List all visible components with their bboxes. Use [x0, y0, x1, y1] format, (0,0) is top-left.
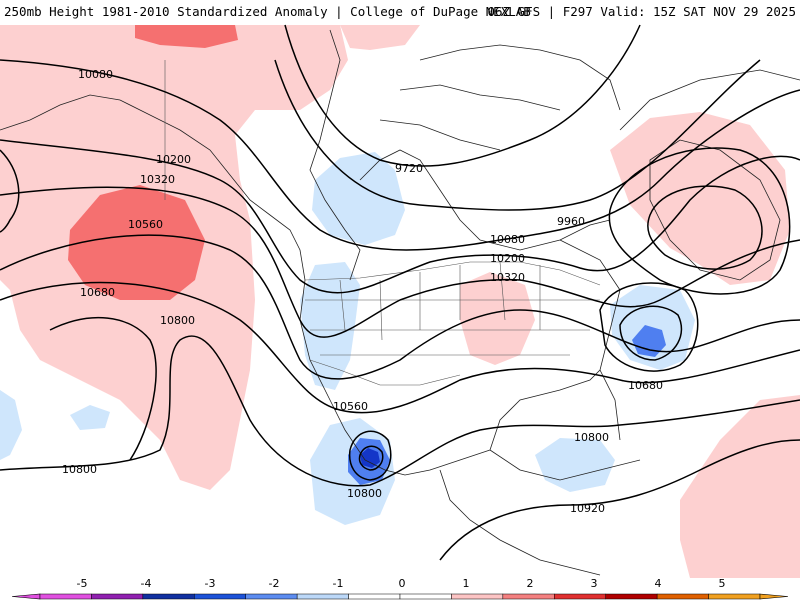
product-title: 250mb Height 1981-2010 Standardized Anom… [4, 4, 531, 19]
contour-10680 [0, 281, 800, 414]
colorbar-swatch [502, 593, 555, 600]
contour-closed-ne [608, 147, 791, 295]
contour-closed-ne-inner [647, 185, 763, 270]
colorbar-tick-label: -2 [269, 577, 280, 590]
colorbar-tick-label: -3 [205, 577, 216, 590]
negative-anomaly-mexico-center [360, 448, 380, 468]
colorbar-swatch [39, 593, 92, 600]
height-contours [0, 24, 800, 561]
colorbar-tick-label: 3 [591, 577, 598, 590]
negative-anomaly-hudson [312, 152, 405, 245]
contour-low-east-inner [619, 305, 683, 361]
label-10800-sw: 10800 [62, 463, 97, 476]
coastlines [0, 29, 800, 576]
anomaly-shading [0, 25, 800, 578]
contour-west-ring [0, 149, 20, 233]
label-10800-mx: 10800 [347, 487, 382, 500]
colorbar-swatch [245, 593, 298, 600]
colorbar-swatches [11, 593, 789, 600]
colorbar-swatch [708, 593, 761, 600]
colorbar-tick-label: 4 [655, 577, 662, 590]
contour-pacific-ridge [49, 317, 157, 461]
colorbar-swatch [296, 593, 349, 600]
colorbar-swatch [605, 593, 658, 600]
colorbar-tick-label: 0 [399, 577, 406, 590]
positive-anomaly-se [680, 395, 800, 578]
colorbar-tick-label: 1 [463, 577, 470, 590]
label-10800-pac: 10800 [160, 314, 195, 327]
label-10080-nw: 10080 [78, 68, 113, 81]
positive-anomaly-greenland [610, 112, 790, 285]
label-10560-nw: 10560 [128, 218, 163, 231]
negative-anomaly-east-core [632, 325, 666, 357]
colorbar-swatch [656, 593, 709, 600]
positive-anomaly-central [460, 272, 535, 365]
negative-anomaly-pacific [70, 405, 110, 430]
contour-10800 [0, 335, 800, 487]
colorbar-tick-label: -4 [141, 577, 152, 590]
label-10320-c: 10320 [490, 271, 525, 284]
label-10680-nw: 10680 [80, 286, 115, 299]
colorbar-swatch [399, 593, 452, 600]
label-10800-carib: 10800 [574, 431, 609, 444]
label-10200-nw: 10200 [156, 153, 191, 166]
contour-low-mexico [348, 430, 392, 481]
colorbar-swatch [451, 593, 504, 600]
anomaly-colorbar: -5 -4 -3 -2 -1 0 1 2 3 4 5 [11, 577, 789, 600]
label-9720: 9720 [395, 162, 423, 175]
colorbar-ticks: -5 -4 -3 -2 -1 0 1 2 3 4 5 [77, 577, 726, 590]
colorbar-tick-label: 5 [719, 577, 726, 590]
negative-anomaly-edge [0, 390, 22, 460]
label-10560-mx: 10560 [333, 400, 368, 413]
colorbar-arrow-left [11, 593, 41, 600]
contour-9960 [274, 59, 761, 211]
label-10320-nw: 10320 [140, 173, 175, 186]
colorbar-arrow-right [759, 593, 789, 600]
contour-labels: 10080 10200 10320 10560 10680 10800 9720… [62, 68, 663, 515]
contour-10560 [0, 234, 800, 380]
positive-anomaly-alaska-strong [68, 185, 205, 300]
contour-10920 [439, 439, 800, 561]
title-bar: 250mb Height 1981-2010 Standardized Anom… [0, 0, 800, 24]
contour-10320 [0, 186, 800, 338]
contour-9720 [284, 24, 641, 167]
negative-anomaly-caribbean [535, 438, 615, 492]
positive-anomaly-north [340, 25, 420, 50]
contour-low-mexico-inner [358, 445, 384, 471]
anomaly-map: 10080 10200 10320 10560 10680 10800 9720… [0, 24, 800, 578]
colorbar-swatch [348, 593, 401, 600]
colorbar-swatch [194, 593, 246, 600]
label-9960: 9960 [557, 215, 585, 228]
colorbar-swatch [91, 593, 144, 600]
positive-anomaly-top [135, 25, 238, 48]
colorbar-tick-label: -1 [333, 577, 344, 590]
negative-anomaly-west [300, 262, 360, 390]
contour-low-east [599, 282, 699, 372]
label-10680-e: 10680 [628, 379, 663, 392]
label-10080-c: 10080 [490, 233, 525, 246]
valid-time-title: 06Z GFS | F297 Valid: 15Z SAT NOV 29 202… [487, 4, 796, 19]
contour-10080 [0, 59, 800, 251]
colorbar-swatch [142, 593, 195, 600]
colorbar-swatch [554, 593, 606, 600]
contour-10200 [0, 139, 800, 294]
label-10200-c: 10200 [490, 252, 525, 265]
colorbar-tick-label: -5 [77, 577, 88, 590]
label-10920: 10920 [570, 502, 605, 515]
colorbar-tick-label: 2 [527, 577, 534, 590]
